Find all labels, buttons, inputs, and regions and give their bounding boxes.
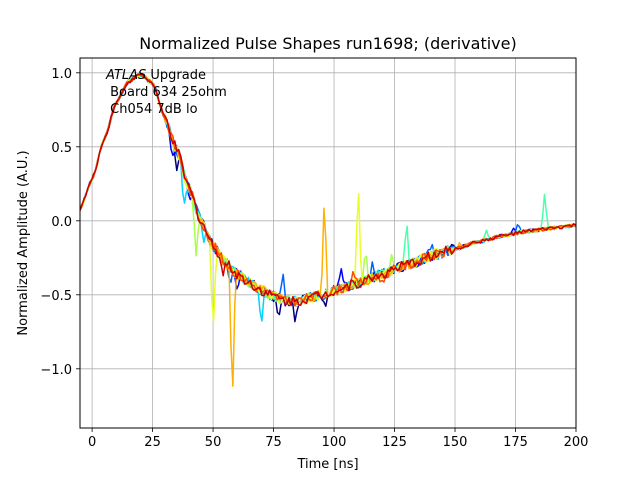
x-tick-label: 50	[205, 435, 222, 450]
y-axis: 1.0 0.5 0.0 −0.5 −1.0	[40, 67, 80, 378]
chart-title: Normalized Pulse Shapes run1698; (deriva…	[139, 34, 516, 53]
x-tick-label: 75	[265, 435, 282, 450]
x-axis-label: Time [ns]	[296, 457, 358, 472]
x-tick-label: 125	[382, 435, 407, 450]
x-tick-label: 25	[144, 435, 161, 450]
y-tick-label: 0.5	[51, 141, 72, 156]
annotation-line-1: ATLAS Upgrade	[105, 68, 206, 83]
y-tick-label: 0.0	[51, 215, 72, 230]
annotation-upgrade: Upgrade	[146, 68, 206, 83]
plot-frame	[79, 57, 577, 429]
x-tick-label: 0	[88, 435, 96, 450]
annotation-line-3: Ch054 7dB lo	[106, 102, 198, 117]
plot-area	[80, 72, 576, 387]
x-axis: 0 25 50 75 100 125 150 175 200	[88, 428, 588, 450]
annotation-atlas: ATLAS	[105, 68, 146, 83]
y-tick-label: 1.0	[51, 67, 72, 82]
series-layer	[80, 72, 576, 387]
x-tick-label: 150	[443, 435, 468, 450]
x-tick-label: 200	[564, 435, 589, 450]
annotation: ATLAS Upgrade Board 634 25ohm Ch054 7dB …	[105, 68, 227, 117]
series-line-10	[80, 73, 576, 307]
x-tick-label: 100	[322, 435, 347, 450]
y-tick-label: −0.5	[40, 289, 72, 304]
y-axis-label: Normalized Amplitude (A.U.)	[16, 150, 31, 335]
y-tick-label: −1.0	[40, 363, 72, 378]
x-tick-label: 175	[503, 435, 528, 450]
annotation-line-2: Board 634 25ohm	[106, 85, 227, 100]
